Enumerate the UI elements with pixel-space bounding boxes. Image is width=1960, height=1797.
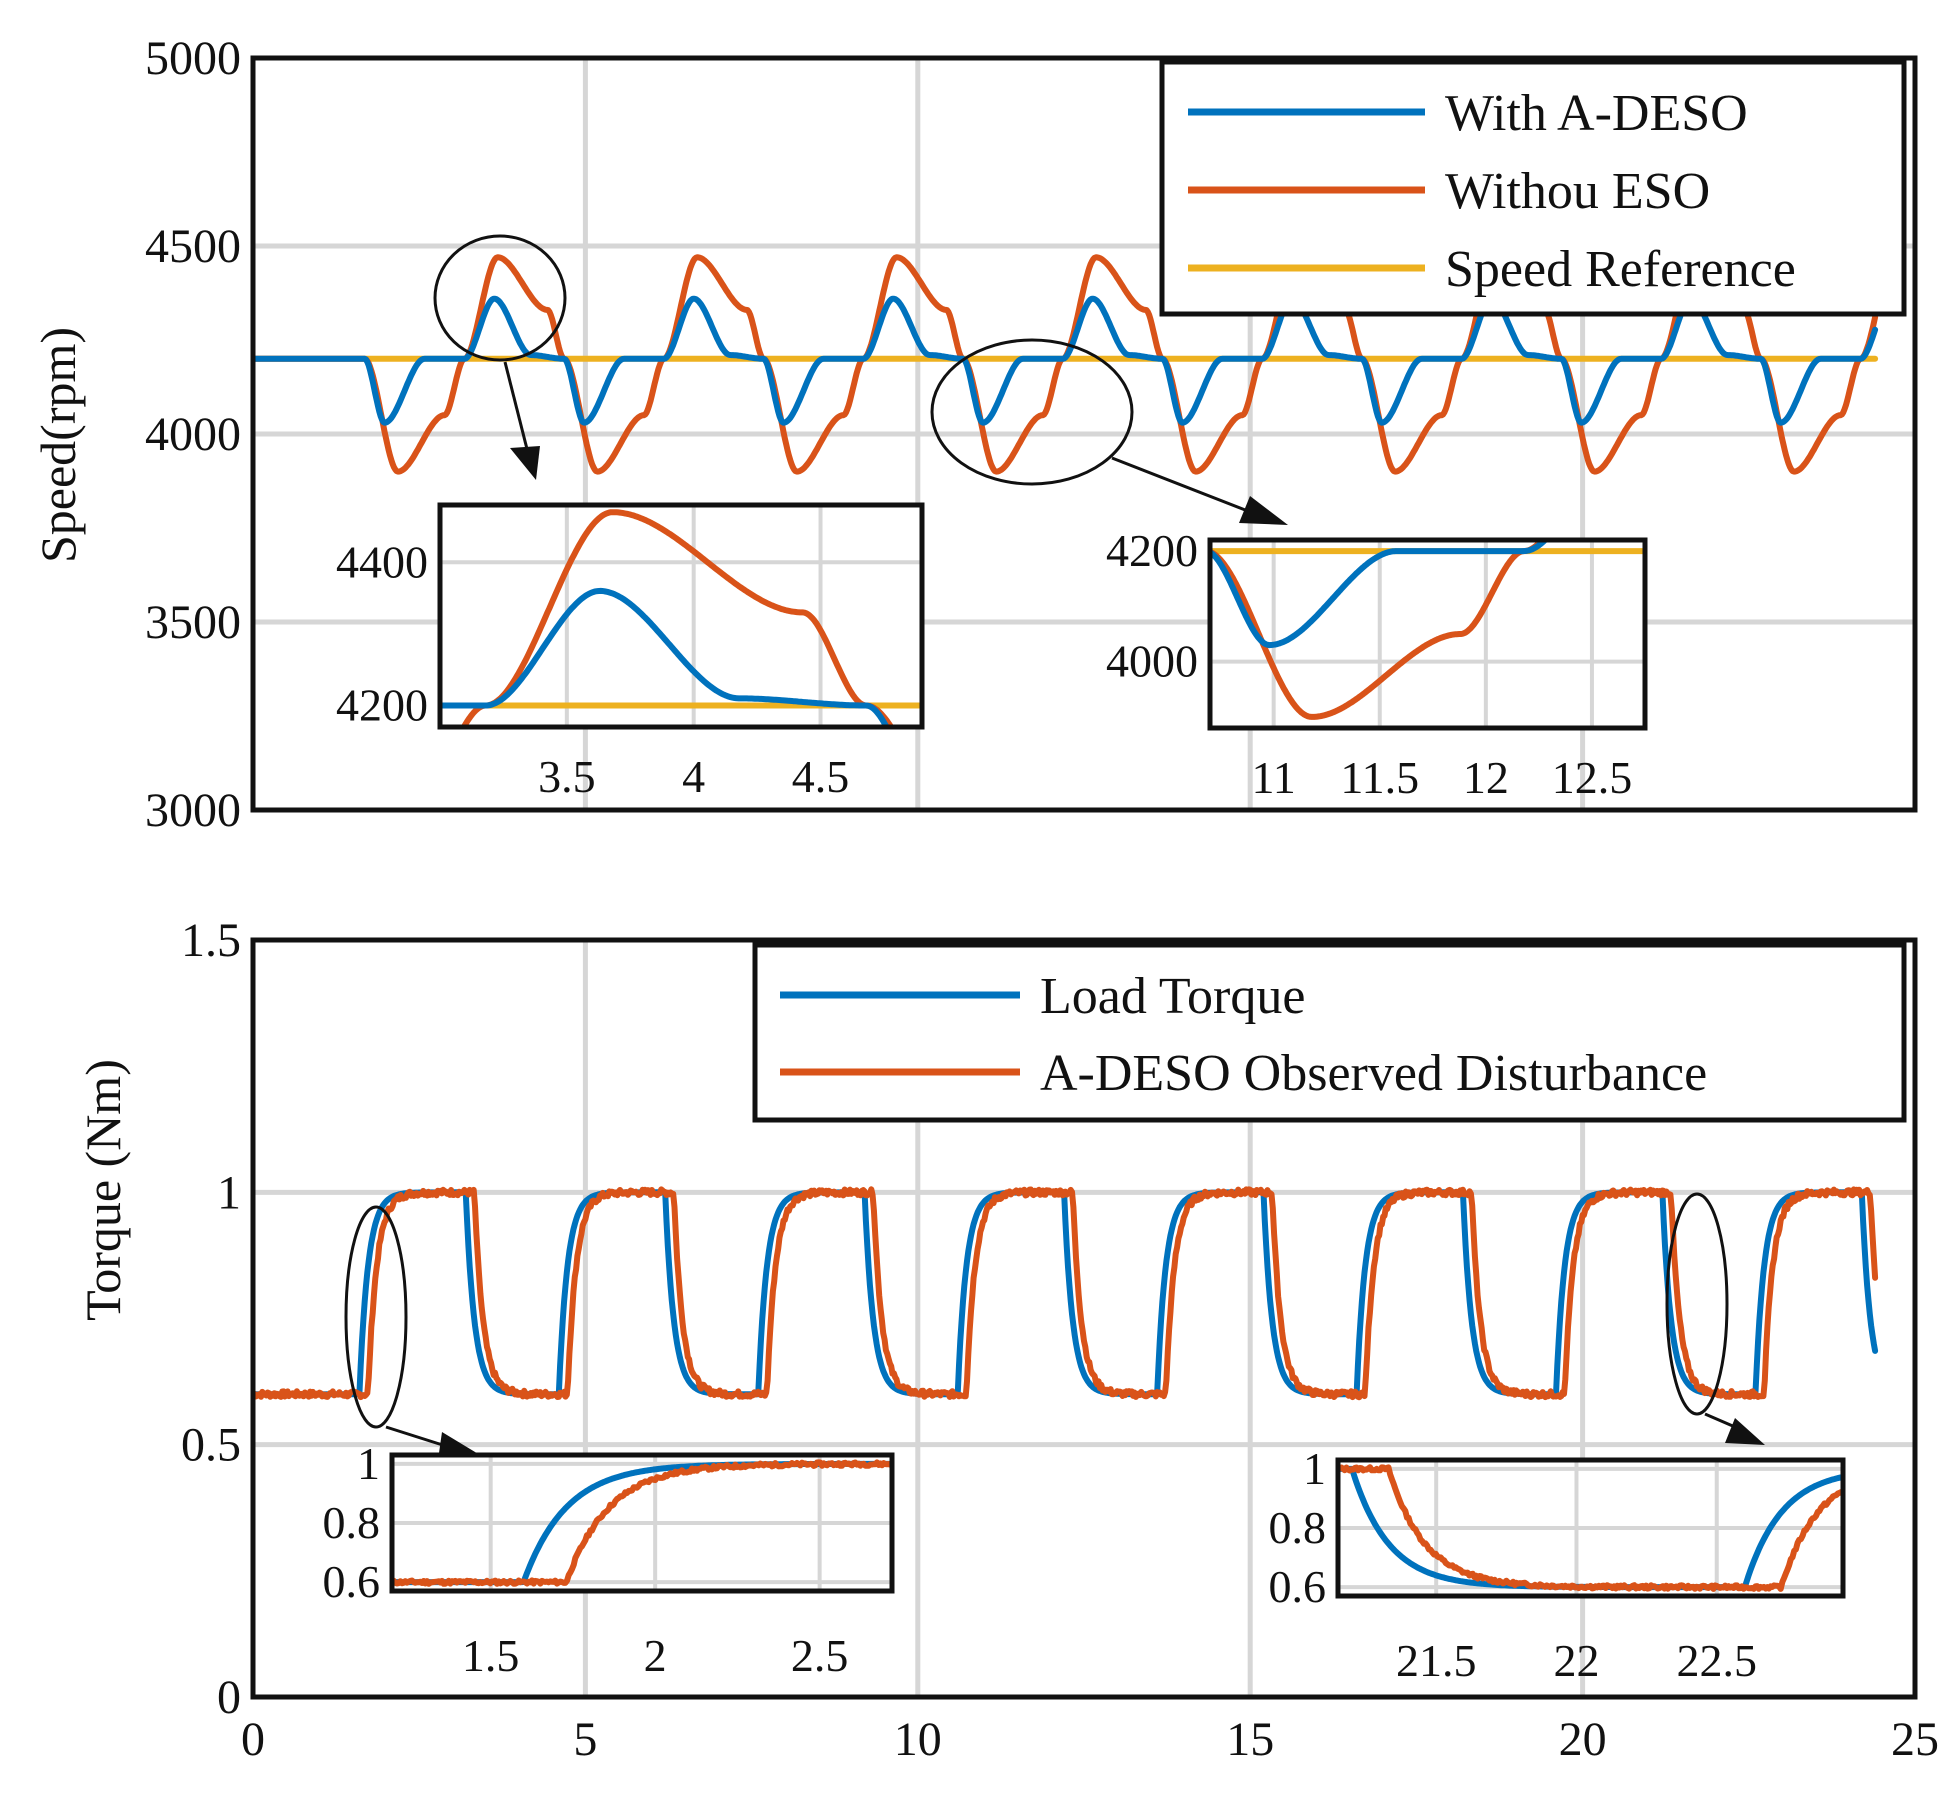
legend-label-with-adeso: With A-DESO [1445,85,1748,142]
ti2-ytick-label: 4200 [1106,525,1198,576]
with-adeso-line [253,295,1879,426]
speed-ytick-labels: 3000 3500 4000 4500 5000 [145,32,241,837]
bi2-xtick-label: 22 [1553,1635,1599,1686]
torque-inset-2-tick-labels: 21.5 22 22.5 0.6 0.8 1 [1269,1443,1758,1686]
torque-ytick-labels: 0 0.5 1 1.5 [181,914,241,1724]
torque-inset-2: 21.5 22 22.5 0.6 0.8 1 [1269,1443,1846,1686]
speed-ytick-label: 3500 [145,596,241,649]
torque-ylabel: Torque (Nm) [75,1059,131,1321]
bi1-ytick-label: 0.8 [323,1497,381,1548]
ti2-xtick-label: 12 [1463,752,1509,803]
speed-legend: With A-DESO Withou ESO Speed Reference [1159,59,1907,317]
speed-ytick-label: 4000 [145,408,241,461]
speed-zoom-circle-1 [433,234,567,362]
torque-xtick-label: 20 [1559,1713,1607,1766]
ti1-ytick-label: 4200 [336,680,428,731]
speed-zoom-arrowhead-1 [510,446,540,480]
speed-inset-1: 3.5 4 4.5 4200 4400 [336,502,925,802]
observed-disturbance-line [253,1186,1879,1401]
speed-legend-box [1159,59,1907,317]
torque-xtick-label: 25 [1891,1713,1939,1766]
torque-ytick-label: 0 [217,1671,241,1724]
torque-xtick-labels: 0 5 10 15 20 25 [241,1713,1939,1766]
torque-inset-2-frame [1335,1457,1846,1599]
bi1-ytick-label: 1 [357,1438,380,1489]
speed-inset-2: 11 11.5 12 12.5 4000 4200 [1106,525,1648,803]
torque-inset-2-observed [1338,1464,1843,1592]
speed-inset-2-grid [1210,540,1645,728]
torque-zoom-arrowhead-2 [1725,1418,1765,1445]
torque-legend: Load Torque A-DESO Observed Disturbance [752,942,1907,1123]
bi1-ytick-label: 0.6 [323,1556,381,1607]
speed-inset-1-frame [437,502,925,730]
torque-inset-1-tick-labels: 1.5 2 2.5 0.6 0.8 1 [323,1438,849,1681]
bi2-ytick-label: 0.8 [1269,1502,1327,1553]
speed-inset-1-without-eso [460,509,895,727]
torque-chart: Torque (Nm) 0 0.5 1 1.5 0 5 10 15 20 25 Load Tor… [75,914,1939,1766]
speed-ytick-label: 4500 [145,220,241,273]
speed-inset-1-tick-labels: 3.5 4 4.5 4200 4400 [336,536,849,802]
torque-xtick-label: 0 [241,1713,265,1766]
load-torque-line [253,1189,1879,1398]
torque-xtick-label: 10 [894,1713,942,1766]
legend-label-load-torque: Load Torque [1040,968,1305,1025]
bi1-xtick-label: 2 [644,1630,667,1681]
torque-zoom-ellipse-1 [344,1205,408,1429]
bi2-ytick-label: 0.6 [1269,1561,1327,1612]
speed-zoom-arrowhead-2 [1239,496,1288,525]
ti2-xtick-label: 11 [1252,752,1296,803]
speed-zoom-arrow-1 [503,361,530,454]
legend-label-observed-disturbance: A-DESO Observed Disturbance [1040,1045,1707,1102]
bi1-xtick-label: 2.5 [791,1630,849,1681]
speed-inset-2-frame [1207,537,1648,731]
speed-inset-1-with-adeso [440,587,890,727]
ti2-xtick-label: 11.5 [1340,752,1419,803]
speed-inset-2-tick-labels: 11 11.5 12 12.5 4000 4200 [1106,525,1632,803]
speed-ytick-label: 3000 [145,784,241,837]
legend-label-without-eso: Withou ESO [1445,163,1710,220]
speed-ytick-label: 5000 [145,32,241,85]
ti1-xtick-label: 3.5 [538,751,596,802]
ti1-ytick-label: 4400 [336,536,428,587]
speed-zoom-circle-2 [930,338,1134,486]
torque-inset-1-frame [389,1452,895,1594]
speed-axes-frame [250,55,1918,813]
ti2-ytick-label: 4000 [1106,636,1198,687]
bi1-xtick-label: 1.5 [462,1630,520,1681]
torque-series [253,1186,1879,1401]
ti2-xtick-label: 12.5 [1552,752,1633,803]
bi2-xtick-label: 21.5 [1396,1635,1477,1686]
speed-series [253,254,1879,475]
torque-axes-frame [250,937,1918,1700]
torque-ytick-label: 0.5 [181,1419,241,1472]
speed-inset-2-with-adeso [1210,540,1550,649]
speed-ylabel: Speed(rpm) [30,327,86,563]
torque-xtick-label: 15 [1226,1713,1274,1766]
torque-xtick-label: 5 [573,1713,597,1766]
bi2-xtick-label: 22.5 [1677,1635,1758,1686]
torque-ytick-label: 1 [217,1166,241,1219]
bi2-ytick-label: 1 [1303,1443,1326,1494]
torque-inset-1-observed [392,1459,892,1587]
ti1-xtick-label: 4.5 [792,751,850,802]
speed-zoom-arrow-2 [1111,456,1259,517]
ti1-xtick-label: 4 [682,751,705,802]
torque-legend-box [752,942,1907,1123]
speed-inset-2-without-eso [1210,540,1546,720]
legend-label-speed-reference: Speed Reference [1445,241,1796,298]
speed-chart: Speed(rpm) 3000 3500 4000 4500 5000 With A-D… [30,32,1918,837]
torque-ytick-label: 1.5 [181,914,241,967]
torque-inset-1: 1.5 2 2.5 0.6 0.8 1 [323,1438,895,1681]
torque-zoom-ellipse-2 [1665,1192,1729,1416]
